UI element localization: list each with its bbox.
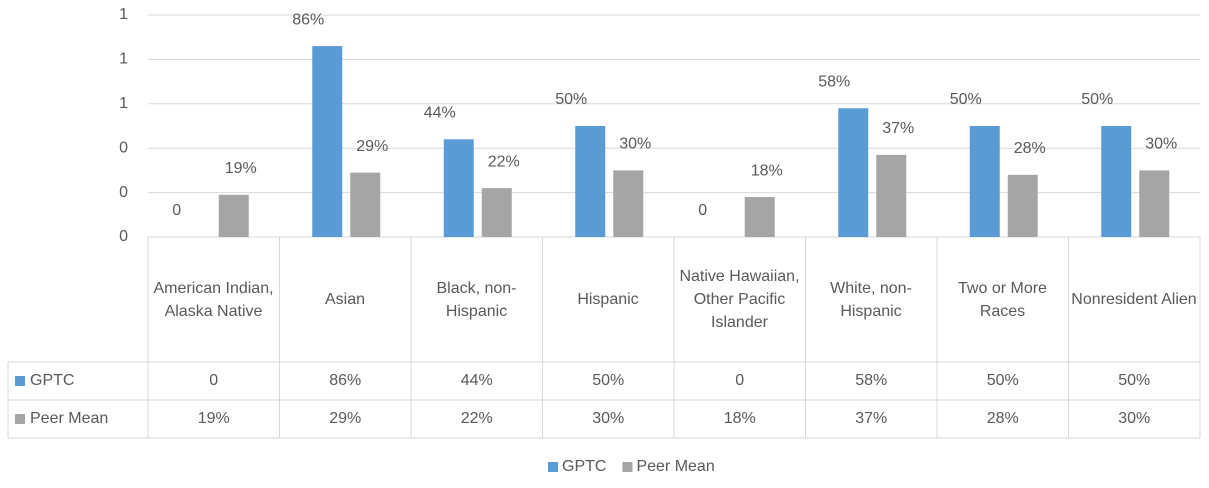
y-tick-label: 0 bbox=[119, 139, 128, 156]
data-label: 50% bbox=[950, 91, 982, 108]
data-label: 18% bbox=[751, 162, 783, 179]
table-cell: 19% bbox=[198, 410, 230, 427]
legend-label: Peer Mean bbox=[636, 458, 714, 475]
table-cell: 86% bbox=[329, 372, 361, 389]
x-tick-label: Black, non-Hispanic bbox=[436, 279, 517, 320]
data-label: 30% bbox=[619, 136, 651, 153]
bar bbox=[744, 197, 775, 237]
table-cell: 29% bbox=[329, 410, 361, 427]
bar bbox=[481, 188, 512, 237]
bar bbox=[1007, 174, 1038, 237]
bar bbox=[876, 154, 907, 237]
table-cell: 0 bbox=[209, 372, 218, 389]
table-cell: 58% bbox=[855, 372, 887, 389]
x-tick-label: Two or More Races bbox=[958, 279, 1047, 320]
y-tick-label: 0 bbox=[119, 228, 128, 245]
y-tick-label: 0 bbox=[119, 184, 128, 201]
legend-label: GPTC bbox=[562, 458, 606, 475]
x-tick-label: Nonresident Alien bbox=[1071, 291, 1197, 308]
bar bbox=[1139, 170, 1170, 237]
table-cell: 50% bbox=[592, 372, 624, 389]
data-label: 0 bbox=[698, 202, 707, 219]
x-tick-label: White, non-Hispanic bbox=[830, 279, 912, 320]
bar bbox=[443, 139, 474, 237]
table-legend-key bbox=[15, 414, 25, 424]
bar bbox=[312, 46, 343, 237]
data-label: 37% bbox=[882, 120, 914, 137]
bar bbox=[218, 194, 249, 237]
table-cell: 50% bbox=[987, 372, 1019, 389]
category-cell: Hispanic bbox=[577, 291, 639, 308]
data-label: 29% bbox=[356, 138, 388, 155]
y-tick-label: 1 bbox=[119, 95, 128, 112]
table-cell: 22% bbox=[461, 410, 493, 427]
bar bbox=[350, 172, 381, 237]
category-cell: American Indian, Alaska Native bbox=[153, 279, 274, 320]
y-tick-label: 1 bbox=[119, 6, 128, 23]
table-row-label: Peer Mean bbox=[30, 410, 108, 427]
legend-key bbox=[622, 462, 633, 472]
category-cell: Nonresident Alien bbox=[1071, 291, 1197, 308]
table-cell: 0 bbox=[735, 372, 744, 389]
x-tick-label: Asian bbox=[324, 291, 366, 308]
category-cell: White, non-Hispanic bbox=[830, 279, 912, 320]
data-label: 19% bbox=[225, 160, 257, 177]
bar bbox=[838, 108, 869, 238]
data-label: 50% bbox=[555, 91, 587, 108]
table-cell: 28% bbox=[987, 410, 1019, 427]
table-legend-key bbox=[15, 376, 25, 386]
table-cell: 37% bbox=[855, 410, 887, 427]
bar bbox=[1101, 126, 1132, 237]
data-label: 22% bbox=[488, 153, 520, 170]
data-label: 58% bbox=[818, 73, 850, 90]
legend-key bbox=[548, 462, 558, 472]
x-tick-label: Native Hawaiian, Other Pacific Islander bbox=[679, 268, 800, 331]
data-label: 86% bbox=[292, 11, 324, 28]
table-cell: 44% bbox=[461, 372, 493, 389]
table-cell: 50% bbox=[1118, 372, 1150, 389]
data-label: 30% bbox=[1145, 136, 1177, 153]
y-tick-label: 1 bbox=[119, 51, 128, 68]
data-label: 28% bbox=[1014, 140, 1046, 157]
data-label: 50% bbox=[1081, 91, 1113, 108]
data-label: 44% bbox=[424, 105, 456, 122]
bar bbox=[575, 126, 606, 237]
category-cell: Black, non-Hispanic bbox=[436, 279, 517, 320]
x-tick-label: American Indian, Alaska Native bbox=[153, 279, 274, 320]
x-tick-label: Hispanic bbox=[577, 291, 639, 308]
bar bbox=[613, 170, 644, 237]
category-cell: Native Hawaiian, Other Pacific Islander bbox=[679, 268, 800, 331]
bar bbox=[969, 126, 1000, 237]
table-row-label: GPTC bbox=[30, 372, 74, 389]
table-cell: 30% bbox=[1118, 410, 1150, 427]
category-cell: Asian bbox=[324, 291, 366, 308]
table-cell: 30% bbox=[592, 410, 624, 427]
table-cell: 18% bbox=[724, 410, 756, 427]
data-label: 0 bbox=[172, 202, 181, 219]
category-cell: Two or More Races bbox=[958, 279, 1047, 320]
